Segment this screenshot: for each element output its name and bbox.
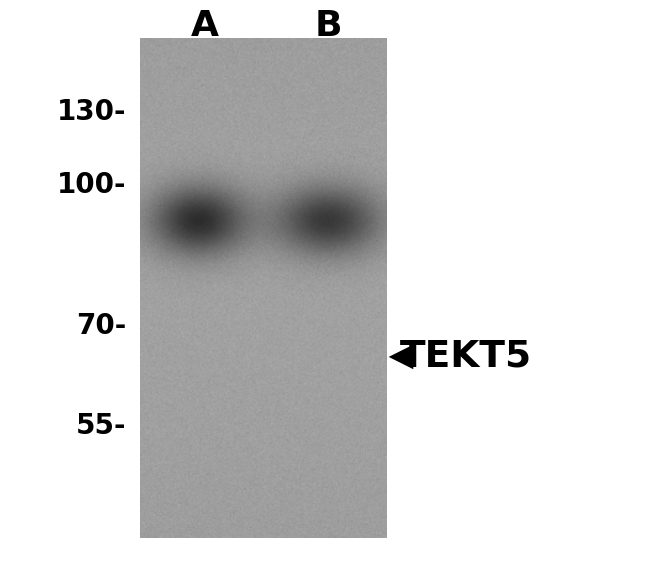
Text: 55-: 55- [76, 412, 127, 440]
Text: 130-: 130- [57, 98, 127, 126]
Text: TEKT5: TEKT5 [400, 339, 532, 375]
Text: B: B [315, 9, 342, 44]
Text: A: A [190, 9, 219, 44]
Text: 100-: 100- [57, 171, 127, 199]
Text: 70-: 70- [77, 312, 127, 340]
Polygon shape [389, 345, 413, 369]
